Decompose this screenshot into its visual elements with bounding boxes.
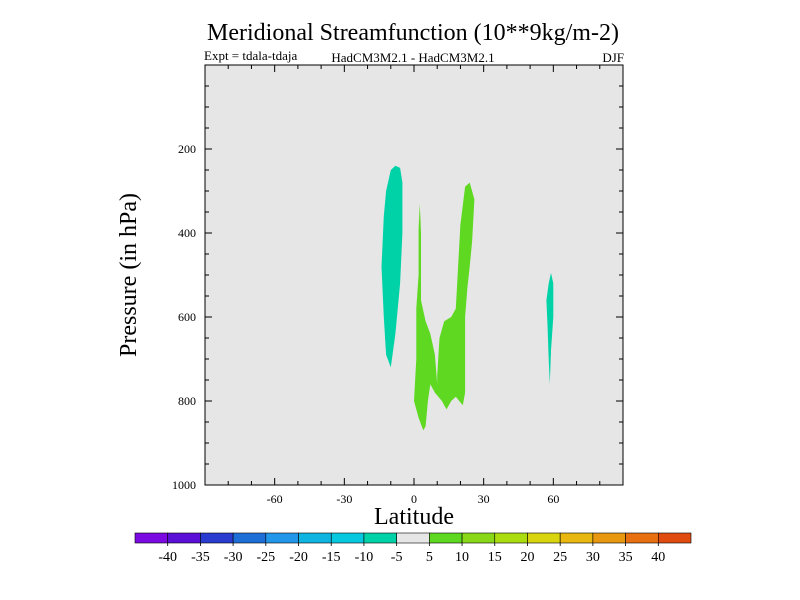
subtitle-models: HadCM3M2.1 - HadCM3M2.1	[331, 50, 494, 65]
colorbar-label: -35	[191, 550, 210, 565]
x-axis-title: Latitude	[374, 504, 454, 530]
y-tick-label: 800	[178, 394, 196, 408]
x-tick-label: 60	[547, 492, 559, 506]
colorbar-label: 5	[426, 550, 433, 565]
plot-area	[205, 65, 623, 485]
contour-region-2	[414, 182, 475, 431]
x-tick-label: 30	[478, 492, 490, 506]
colorbar-swatch-15	[592, 532, 626, 544]
colorbar-label: -5	[391, 550, 403, 565]
colorbar-label: 40	[651, 550, 665, 565]
colorbar-swatch-13	[527, 532, 561, 544]
x-tick-label: -30	[336, 492, 352, 506]
colorbar-swatch-16	[625, 532, 659, 544]
y-tick-label: 200	[178, 142, 196, 156]
plot-background	[205, 65, 623, 485]
colorbar-swatch-6	[298, 532, 332, 544]
colorbar-label: -40	[158, 550, 177, 565]
colorbar-label: 25	[553, 550, 567, 565]
colorbar: -40 -35 -30 -25 -20 -15 -10 -5 5 10 15 20 25 30 35 40	[134, 532, 692, 565]
colorbar-label: -30	[224, 550, 243, 565]
colorbar-swatch-9	[396, 532, 430, 544]
colorbar-label: 10	[455, 550, 469, 565]
colorbar-swatch-3	[200, 532, 234, 544]
colorbar-swatch-5	[265, 532, 299, 544]
subtitle-season: DJF	[602, 50, 624, 65]
colorbar-swatch-12	[494, 532, 528, 544]
y-tick-label: 400	[178, 226, 196, 240]
subtitle-experiment: Expt = tdala-tdaja	[204, 48, 297, 63]
chart-title: Meridional Streamfunction (10**9kg/m-2)	[207, 20, 619, 46]
colorbar-swatch-4	[232, 532, 267, 544]
colorbar-swatch-8	[363, 532, 397, 544]
colorbar-label: 15	[488, 550, 502, 565]
colorbar-swatch-7	[330, 532, 365, 544]
x-tick-label: -60	[267, 492, 283, 506]
y-axis-title: Pressure (in hPa)	[116, 193, 142, 357]
colorbar-label: -10	[355, 550, 374, 565]
colorbar-label: -20	[289, 550, 308, 565]
colorbar-label: 30	[586, 550, 600, 565]
colorbar-label: 20	[520, 550, 534, 565]
contour-region-3	[546, 272, 554, 385]
contour-regions	[381, 165, 554, 431]
colorbar-swatch-2	[167, 532, 201, 544]
x-tick-label: 0	[411, 492, 417, 506]
colorbar-swatch-10	[429, 532, 463, 544]
colorbar-swatch-11	[461, 532, 496, 544]
colorbar-swatch-1	[134, 532, 169, 544]
colorbar-label: 35	[619, 550, 633, 565]
y-tick-label: 1000	[172, 478, 196, 492]
y-tick-label: 600	[178, 310, 196, 324]
colorbar-label: -15	[322, 550, 341, 565]
axes: 200 400 600 800 1000 -60 -30 0 30 60	[172, 64, 624, 506]
colorbar-swatch-17	[657, 532, 692, 544]
colorbar-label: -25	[256, 550, 275, 565]
contour-region-1	[381, 165, 403, 368]
colorbar-swatch-14	[559, 532, 594, 544]
